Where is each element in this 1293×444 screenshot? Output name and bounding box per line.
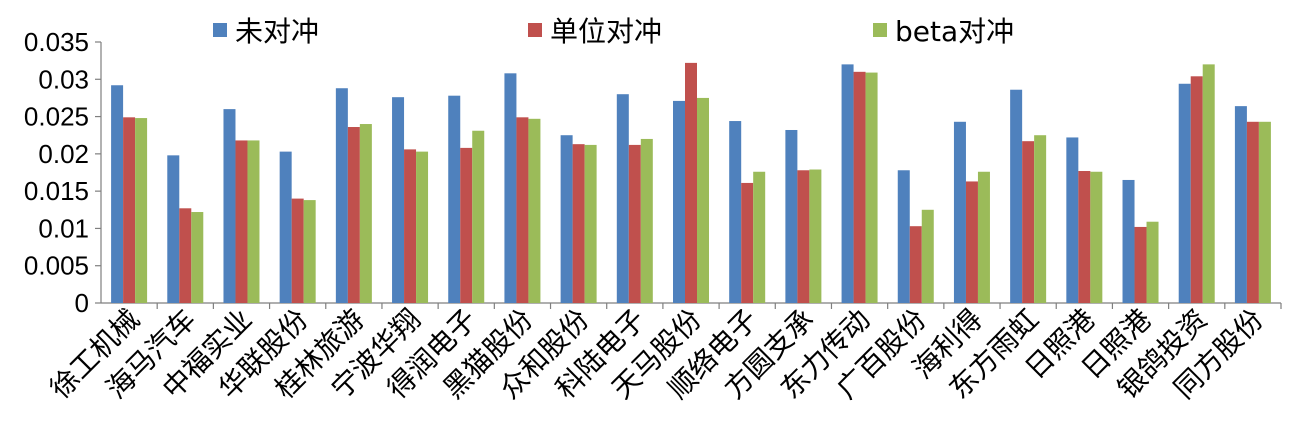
- bar: [572, 144, 585, 303]
- bar: [685, 62, 697, 303]
- bar: [1234, 106, 1247, 303]
- bar: [853, 71, 866, 303]
- bar: [1146, 221, 1159, 303]
- bar: [404, 149, 417, 303]
- bar: [247, 140, 260, 303]
- y-tick-label: 0.02: [38, 139, 89, 169]
- bar: [741, 182, 754, 303]
- bar: [392, 97, 405, 303]
- legend-swatch-unit-hedge: [528, 23, 542, 37]
- y-tick-label: 0.01: [38, 213, 89, 243]
- bar: [179, 208, 192, 303]
- bar: [1010, 89, 1023, 304]
- legend-item-beta-hedge: beta对冲: [873, 10, 1014, 50]
- legend-swatch-unhedged: [213, 23, 227, 37]
- bar: [1178, 83, 1191, 303]
- bar: [111, 85, 124, 303]
- bar: [1034, 135, 1047, 303]
- bar: [628, 144, 641, 303]
- y-tick-label: 0.005: [24, 251, 89, 281]
- bar: [673, 100, 685, 303]
- bar: [303, 200, 316, 303]
- bar: [797, 170, 810, 303]
- bar: [347, 127, 360, 303]
- y-tick-label: 0.025: [24, 102, 89, 132]
- y-tick-label: 0: [75, 288, 89, 318]
- y-tick-label: 0.015: [24, 176, 89, 206]
- bar: [560, 135, 573, 303]
- bar: [729, 121, 742, 303]
- bar: [1078, 171, 1091, 303]
- bar: [279, 151, 292, 303]
- bar: [697, 97, 709, 303]
- legend: 未对冲 单位对冲 beta对冲: [0, 10, 1293, 48]
- bar: [1246, 121, 1259, 303]
- bar: [753, 171, 766, 303]
- legend-label-beta-hedge: beta对冲: [895, 15, 1015, 48]
- bar: [865, 72, 878, 304]
- bar: [1066, 137, 1079, 303]
- bar: [965, 181, 978, 303]
- bar: [191, 212, 204, 303]
- bar: [223, 109, 236, 303]
- bar: [1022, 141, 1035, 303]
- legend-item-unit-hedge: 单位对冲: [528, 10, 662, 50]
- bar: [359, 124, 372, 304]
- bar: [135, 118, 148, 303]
- bar: [123, 117, 136, 304]
- bar: [235, 140, 248, 303]
- bar: [909, 226, 922, 303]
- bar: [1190, 76, 1203, 303]
- bar: [291, 198, 304, 303]
- bar: [809, 169, 822, 303]
- bar: [1134, 226, 1147, 303]
- bar: [472, 130, 485, 303]
- bar: [1090, 171, 1103, 303]
- bar: [167, 155, 180, 303]
- legend-item-unhedged: 未对冲: [213, 10, 319, 50]
- bar: [504, 73, 517, 303]
- y-tick-label: 0.03: [38, 64, 89, 94]
- legend-label-unit-hedge: 单位对冲: [550, 15, 663, 48]
- bar: [785, 129, 798, 303]
- bar: [416, 151, 429, 303]
- bar: [640, 138, 653, 303]
- bar: [516, 117, 529, 304]
- bar: [1202, 64, 1215, 303]
- bar: [977, 171, 990, 303]
- bar: [1122, 179, 1135, 303]
- bar: [448, 95, 461, 303]
- y-tick-label: 0.035: [24, 27, 89, 57]
- legend-label-unhedged: 未对冲: [235, 15, 320, 48]
- bar: [897, 170, 910, 303]
- bar: [528, 118, 541, 304]
- bar: [335, 88, 348, 303]
- bar: [460, 147, 473, 303]
- bar: [841, 64, 854, 303]
- bar: [953, 121, 966, 303]
- legend-swatch-beta-hedge: [873, 23, 887, 37]
- bar: [584, 144, 597, 303]
- bar: [1258, 121, 1271, 303]
- bar: [616, 94, 629, 303]
- bar: [921, 209, 934, 303]
